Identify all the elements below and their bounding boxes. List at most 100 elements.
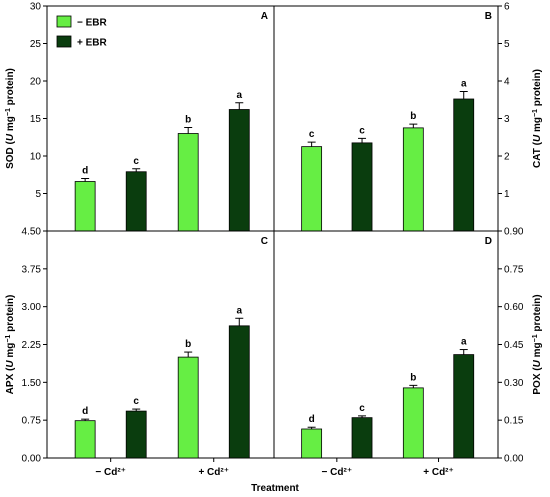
y-axis-label-part: mg (5, 116, 16, 134)
y-axis-label-part: protein) (5, 68, 16, 108)
bar (228, 325, 250, 459)
panel-letter: B (485, 11, 492, 22)
y-axis-label: CAT (U mg−1 protein) (532, 69, 544, 168)
y-tick-label: 3.00 (22, 302, 42, 313)
y-axis-label-part: mg (532, 117, 543, 135)
y-axis-label-part: −1 (532, 109, 539, 117)
y-axis-label-part: mg (532, 342, 543, 360)
bar (177, 356, 199, 459)
panel-d: 0.00 0.15 0.30 0.45 0.60 0.75 0.90 d b c a D POX (U … (273, 227, 544, 478)
y-tick-label: 0.60 (504, 302, 524, 313)
y-tick-label: 20 (30, 77, 42, 88)
bar (351, 142, 373, 232)
y-tick-label: 1 (504, 189, 510, 200)
significance-letter: c (359, 403, 365, 414)
y-axis-label: POX (U mg−1 protein) (532, 294, 544, 394)
significance-letter: a (461, 79, 467, 90)
y-tick-label: 3.75 (22, 264, 42, 275)
y-tick-label: 0.75 (504, 264, 524, 275)
panel-a: 5 10 15 20 25 30 d b c a A SOD (U mg−1 protein) (5, 2, 275, 232)
y-tick-label: 2.25 (22, 340, 42, 351)
y-axis-label-part: U (5, 360, 16, 368)
bar (351, 417, 373, 459)
significance-letter: b (410, 372, 416, 383)
bar (453, 354, 475, 459)
y-axis-label: SOD (U mg−1 protein) (5, 68, 17, 169)
legend-swatch (56, 35, 72, 48)
y-tick-label: 6 (504, 2, 510, 13)
significance-letter: c (359, 125, 365, 136)
y-tick-label: 30 (30, 2, 42, 13)
significance-letter: d (82, 406, 88, 417)
y-tick-label: 0.30 (504, 378, 524, 389)
significance-letter: c (309, 129, 315, 140)
legend-entry: − EBR (77, 18, 108, 29)
y-axis-label-part: POX ( (532, 367, 543, 395)
legend: − EBR + EBR (56, 15, 108, 49)
y-tick-label: 4 (504, 77, 510, 88)
y-axis-label-part: APX ( (5, 367, 16, 394)
y-axis-label-part: U (532, 359, 543, 367)
y-axis-label-part: protein) (5, 295, 16, 335)
bar (301, 146, 323, 232)
x-axis-label: Treatment (251, 483, 299, 494)
x-category-label: + Cd²⁺ (198, 467, 229, 478)
bar (402, 127, 424, 232)
bar (177, 133, 199, 232)
y-tick-label: 2 (504, 152, 510, 163)
y-tick-label: 5 (35, 189, 41, 200)
bar (301, 428, 323, 459)
y-tick-label: 4.50 (22, 227, 42, 238)
significance-letter: c (133, 396, 139, 407)
significance-letter: a (461, 337, 467, 348)
panel-letter: A (261, 11, 268, 22)
significance-letter: d (309, 414, 315, 425)
y-axis-label-part: −1 (5, 108, 12, 116)
significance-letter: d (82, 166, 88, 177)
panel-letter: D (485, 236, 492, 247)
bar (125, 410, 147, 459)
y-tick-label: 15 (30, 114, 42, 125)
significance-letter: c (133, 156, 139, 167)
bar (402, 387, 424, 459)
y-axis-label-part: −1 (532, 334, 539, 342)
significance-letter: b (185, 115, 191, 126)
y-tick-label: 0.00 (22, 454, 42, 465)
significance-letter: b (185, 339, 191, 350)
y-tick-label: 25 (30, 39, 42, 50)
y-tick-label: 1.50 (22, 378, 42, 389)
y-axis-label: APX (U mg−1 protein) (5, 295, 17, 395)
y-tick-label: 0.15 (504, 416, 524, 427)
bar (125, 171, 147, 232)
panel-b: 1 2 3 4 5 6 c b c a B CAT (U mg−1 protein) (273, 2, 544, 232)
significance-letter: a (236, 90, 242, 101)
significance-letter: b (410, 111, 416, 122)
y-tick-label: 3 (504, 114, 510, 125)
legend-swatch (56, 15, 72, 28)
y-tick-label: 0.00 (504, 454, 524, 465)
y-axis-label-part: protein) (532, 69, 543, 109)
y-tick-label: 0.45 (504, 340, 524, 351)
y-axis-label-part: −1 (5, 335, 12, 343)
panel-letter: C (261, 236, 268, 247)
panel-c: 0.00 0.75 1.50 2.25 3.00 3.75 4.50 d b c a C APX (U … (5, 227, 275, 478)
bar (453, 98, 475, 232)
y-tick-label: 0.90 (504, 227, 524, 238)
x-category-label: − Cd²⁺ (95, 467, 126, 478)
y-axis-label-part: U (5, 133, 16, 141)
y-axis-label-part: protein) (532, 294, 543, 334)
y-tick-label: 10 (30, 152, 42, 163)
bar (74, 181, 96, 232)
bar (74, 420, 96, 459)
y-axis-label-part: mg (5, 343, 16, 361)
x-category-label: + Cd²⁺ (423, 467, 454, 478)
bar (228, 109, 250, 232)
y-axis-label-part: SOD ( (5, 140, 16, 168)
legend-entry: + EBR (77, 38, 108, 49)
y-axis-label-part: CAT ( (532, 141, 543, 168)
y-tick-label: 5 (504, 39, 510, 50)
y-axis-label-part: U (532, 134, 543, 142)
y-tick-label: 0.75 (22, 416, 42, 427)
